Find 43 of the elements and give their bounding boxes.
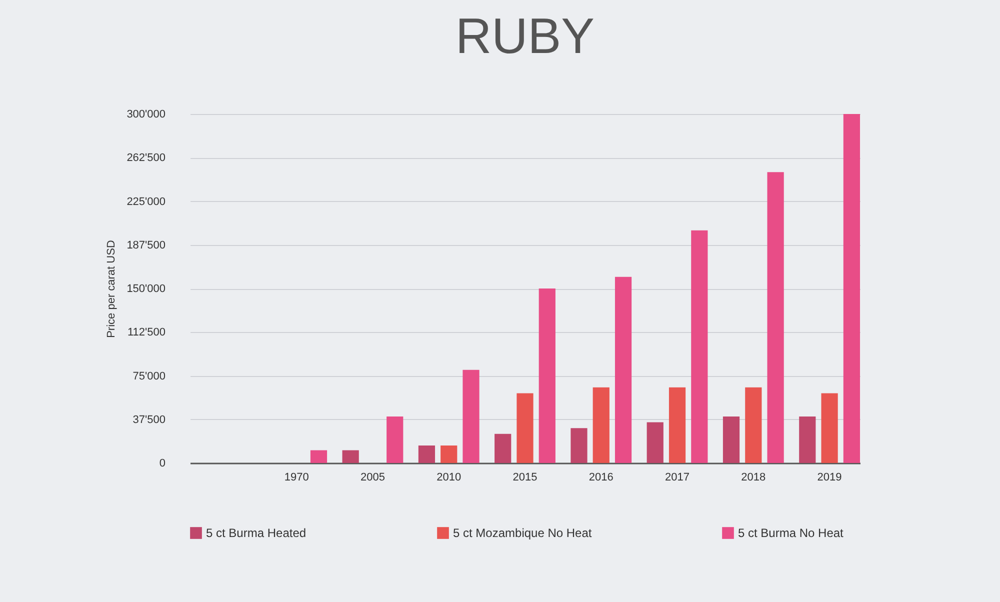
bar xyxy=(745,387,762,463)
legend-label: 5 ct Burma No Heat xyxy=(738,526,844,540)
bar xyxy=(668,387,686,463)
bar xyxy=(843,114,860,463)
bar xyxy=(418,446,436,463)
y-tick-label: 75'000 xyxy=(132,370,166,382)
legend-label: 5 ct Mozambique No Heat xyxy=(453,526,592,540)
bar xyxy=(767,172,784,463)
bar xyxy=(570,428,588,463)
y-tick-label: 225'000 xyxy=(126,196,166,208)
x-tick-label: 2005 xyxy=(360,472,385,484)
x-tick-label: 2019 xyxy=(817,472,842,484)
bar xyxy=(494,434,512,463)
legend-label: 5 ct Burma Heated xyxy=(206,526,306,540)
x-tick-label: 2010 xyxy=(436,472,462,484)
y-tick-label: 112'500 xyxy=(128,326,166,339)
bar xyxy=(538,288,556,463)
bar xyxy=(592,387,610,463)
bar xyxy=(799,416,816,463)
bar xyxy=(646,422,664,463)
y-tick-label: 187'500 xyxy=(126,239,166,252)
bar xyxy=(722,416,740,463)
bar xyxy=(614,276,632,463)
y-tick-label: 300'000 xyxy=(126,108,166,120)
x-tick-label: 2016 xyxy=(588,472,614,484)
bar xyxy=(440,446,458,463)
bar xyxy=(310,450,328,463)
y-tick-label: 262'500 xyxy=(126,152,166,164)
y-tick-label: 0 xyxy=(159,458,166,470)
x-tick-label: 2018 xyxy=(741,472,766,484)
chart-title: RUBY xyxy=(456,8,594,64)
y-tick-label: 37'500 xyxy=(132,414,166,426)
y-tick-label: 150'000 xyxy=(126,283,166,295)
y-axis-title: Price per carat USD xyxy=(106,240,118,338)
bar xyxy=(691,230,708,463)
x-tick-label: 2015 xyxy=(512,472,538,484)
x-tick-label: 2017 xyxy=(665,472,690,484)
bar xyxy=(821,393,838,463)
bar xyxy=(516,393,534,463)
x-tick-label: 1970 xyxy=(284,472,309,484)
bar xyxy=(342,450,359,463)
bar xyxy=(386,416,404,463)
bar xyxy=(462,370,480,463)
